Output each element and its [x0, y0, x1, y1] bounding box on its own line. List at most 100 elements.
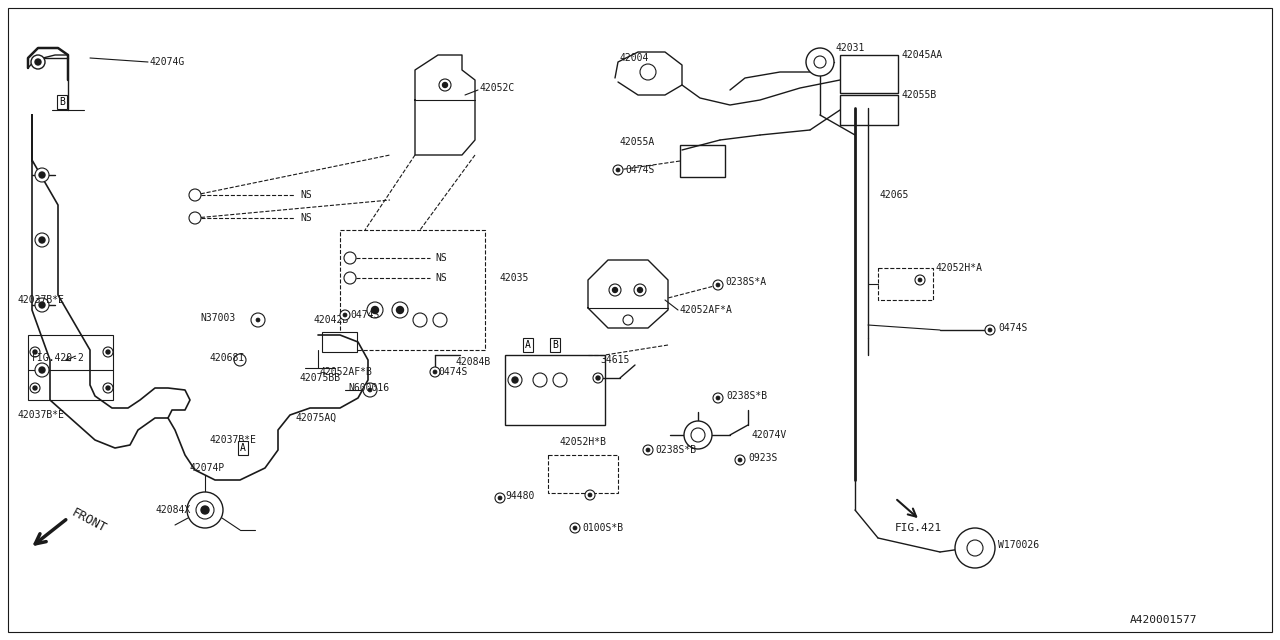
- Circle shape: [201, 506, 209, 514]
- Bar: [28, 335, 113, 400]
- Bar: [506, 355, 605, 425]
- Circle shape: [189, 212, 201, 224]
- Circle shape: [691, 428, 705, 442]
- Text: 0474S: 0474S: [625, 165, 654, 175]
- Text: 42084B: 42084B: [454, 357, 490, 367]
- Text: 42052C: 42052C: [480, 83, 516, 93]
- Text: FIG.421: FIG.421: [895, 523, 942, 533]
- Circle shape: [433, 370, 436, 374]
- Text: A420001577: A420001577: [1130, 615, 1198, 625]
- Circle shape: [735, 455, 745, 465]
- Text: 42052AF*A: 42052AF*A: [680, 305, 733, 315]
- Circle shape: [716, 283, 719, 287]
- Text: 42004: 42004: [620, 53, 649, 63]
- Circle shape: [966, 540, 983, 556]
- Circle shape: [367, 302, 383, 318]
- Text: NS: NS: [435, 253, 447, 263]
- Text: 42045AA: 42045AA: [902, 50, 943, 60]
- Bar: [680, 145, 724, 177]
- Circle shape: [31, 55, 45, 69]
- Text: FRONT: FRONT: [69, 506, 109, 535]
- Text: 42031: 42031: [835, 43, 864, 53]
- Text: 0474S: 0474S: [998, 323, 1028, 333]
- Circle shape: [532, 373, 547, 387]
- Circle shape: [623, 315, 634, 325]
- Circle shape: [38, 367, 45, 373]
- Bar: [878, 268, 933, 300]
- Circle shape: [814, 56, 826, 68]
- Circle shape: [35, 298, 49, 312]
- Text: N37003: N37003: [200, 313, 236, 323]
- Bar: [323, 332, 357, 352]
- Text: 42084X: 42084X: [155, 505, 191, 515]
- Circle shape: [102, 347, 113, 357]
- Text: 42074G: 42074G: [150, 57, 186, 67]
- Text: NS: NS: [300, 190, 312, 200]
- Circle shape: [234, 354, 246, 366]
- Circle shape: [596, 376, 600, 380]
- Text: 42055A: 42055A: [620, 137, 655, 147]
- Text: 42037B*E: 42037B*E: [18, 410, 65, 420]
- Text: 42055B: 42055B: [902, 90, 937, 100]
- Circle shape: [251, 313, 265, 327]
- Circle shape: [371, 307, 379, 314]
- Circle shape: [256, 318, 260, 322]
- Circle shape: [364, 383, 378, 397]
- Circle shape: [588, 493, 591, 497]
- Text: NS: NS: [435, 273, 447, 283]
- Circle shape: [616, 168, 620, 172]
- Text: 42065: 42065: [881, 190, 909, 200]
- Text: 42075BB: 42075BB: [300, 373, 342, 383]
- Circle shape: [196, 501, 214, 519]
- Circle shape: [918, 278, 922, 282]
- Circle shape: [413, 313, 428, 327]
- Text: 0100S*B: 0100S*B: [582, 523, 623, 533]
- Circle shape: [512, 377, 518, 383]
- Circle shape: [33, 386, 37, 390]
- Bar: [340, 230, 485, 350]
- Circle shape: [640, 64, 657, 80]
- Text: 0238S*B: 0238S*B: [726, 391, 767, 401]
- Circle shape: [915, 275, 925, 285]
- Circle shape: [806, 48, 835, 76]
- Text: 42074V: 42074V: [753, 430, 787, 440]
- Circle shape: [646, 448, 650, 452]
- Bar: [548, 455, 618, 493]
- Circle shape: [187, 492, 223, 528]
- Circle shape: [189, 189, 201, 201]
- Text: 0923S: 0923S: [748, 453, 777, 463]
- Circle shape: [392, 302, 408, 318]
- Circle shape: [643, 445, 653, 455]
- Circle shape: [593, 373, 603, 383]
- Circle shape: [433, 313, 447, 327]
- Circle shape: [35, 59, 41, 65]
- Text: 42037B*E: 42037B*E: [18, 295, 65, 305]
- Text: W170026: W170026: [998, 540, 1039, 550]
- Circle shape: [713, 393, 723, 403]
- Text: 42068I: 42068I: [210, 353, 246, 363]
- Circle shape: [369, 388, 372, 392]
- Circle shape: [716, 396, 719, 400]
- Circle shape: [439, 79, 451, 91]
- Text: 42037B*E: 42037B*E: [210, 435, 257, 445]
- Text: 0238S*A: 0238S*A: [724, 277, 767, 287]
- Text: 42035: 42035: [500, 273, 530, 283]
- Circle shape: [33, 350, 37, 354]
- Circle shape: [106, 350, 110, 354]
- Circle shape: [573, 526, 577, 530]
- Circle shape: [739, 458, 742, 462]
- Circle shape: [38, 237, 45, 243]
- Circle shape: [443, 83, 448, 88]
- Text: B: B: [59, 97, 65, 107]
- Circle shape: [35, 363, 49, 377]
- Circle shape: [106, 386, 110, 390]
- Circle shape: [38, 172, 45, 178]
- Text: 0474S: 0474S: [438, 367, 467, 377]
- Circle shape: [38, 302, 45, 308]
- Text: 94480: 94480: [506, 491, 534, 501]
- Text: NS: NS: [300, 213, 312, 223]
- Circle shape: [344, 272, 356, 284]
- Circle shape: [35, 168, 49, 182]
- Text: A: A: [241, 443, 246, 453]
- Circle shape: [343, 313, 347, 317]
